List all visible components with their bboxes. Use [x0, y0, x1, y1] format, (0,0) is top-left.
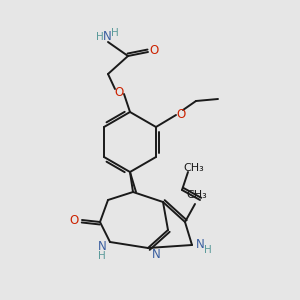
- Text: CH₃: CH₃: [184, 163, 204, 173]
- Text: H: H: [96, 32, 104, 42]
- Text: O: O: [69, 214, 79, 226]
- Text: H: H: [111, 28, 119, 38]
- Text: N: N: [196, 238, 204, 251]
- Text: N: N: [98, 241, 106, 254]
- Text: O: O: [114, 86, 124, 100]
- Text: CH₃: CH₃: [187, 190, 207, 200]
- Text: H: H: [98, 251, 106, 261]
- Text: O: O: [176, 107, 186, 121]
- Text: N: N: [152, 248, 160, 260]
- Text: O: O: [149, 44, 159, 58]
- Text: H: H: [204, 245, 212, 255]
- Text: N: N: [103, 31, 111, 44]
